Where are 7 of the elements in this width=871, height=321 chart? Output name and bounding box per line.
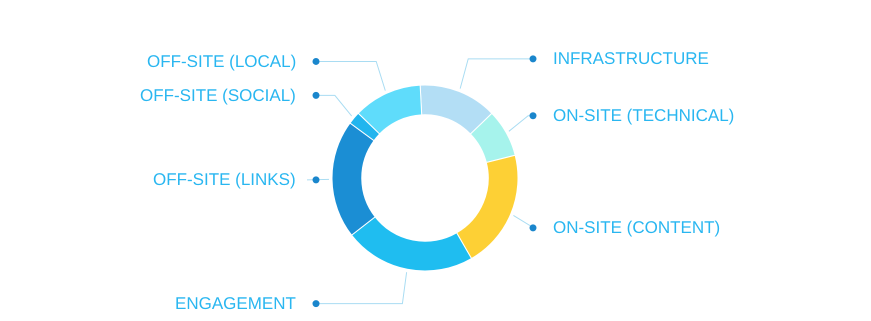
slice-label: ON-SITE (CONTENT) <box>553 218 720 237</box>
slice-label: ENGAGEMENT <box>175 294 296 313</box>
slice-label: OFF-SITE (SOCIAL) <box>140 86 296 105</box>
slice-label: INFRASTRUCTURE <box>553 49 709 68</box>
slice-label: OFF-SITE (LOCAL) <box>147 52 296 71</box>
slice-label: ON-SITE (TECHNICAL) <box>553 106 734 125</box>
legend-label: OFF-SITE (LINKS) <box>153 170 296 189</box>
